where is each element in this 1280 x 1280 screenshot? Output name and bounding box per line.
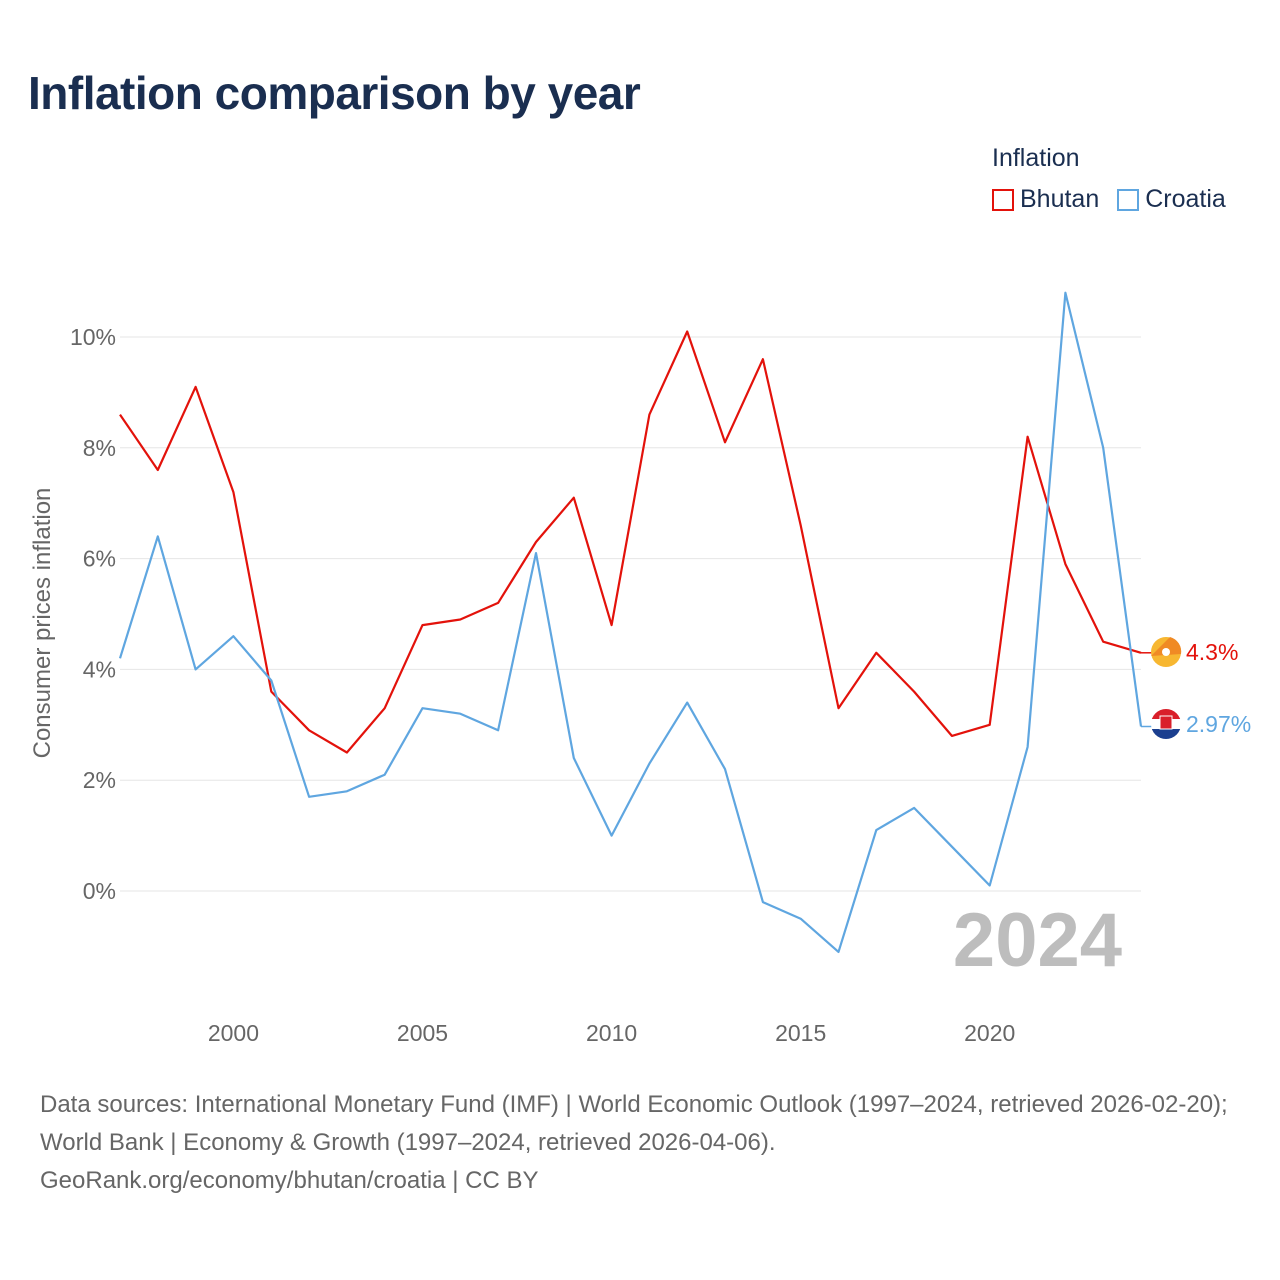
legend-item-croatia[interactable]: Croatia xyxy=(1117,185,1226,214)
chart-title: Inflation comparison by year xyxy=(28,67,641,119)
bhutan-flag-icon xyxy=(1151,637,1182,667)
x-tick-label: 2010 xyxy=(586,1020,637,1046)
croatia-flag-icon xyxy=(1151,709,1181,739)
x-tick-label: 2020 xyxy=(964,1020,1015,1046)
x-axis: 2000 2005 2010 2015 2020 xyxy=(208,1020,1015,1046)
series-line-croatia[interactable] xyxy=(118,291,1143,954)
legend-swatch-croatia xyxy=(1117,188,1140,211)
footer: Data sources: International Monetary Fun… xyxy=(40,1086,1250,1200)
legend-title: Inflation xyxy=(992,144,1080,172)
legend-label-croatia: Croatia xyxy=(1145,185,1226,213)
x-tick-label: 2015 xyxy=(775,1020,826,1046)
x-tick-label: 2000 xyxy=(208,1020,259,1046)
line-chart: 0% 2% 4% 6% 8% 10% 2000 2005 2010 2015 2020 Consu… xyxy=(29,291,1251,1046)
y-tick-label: 2% xyxy=(83,767,116,793)
end-labels: 4.3% 2.97% xyxy=(1141,637,1251,739)
y-tick-label: 6% xyxy=(83,546,116,572)
y-axis-label: Consumer prices inflation xyxy=(29,488,56,759)
year-watermark: 2024 xyxy=(953,898,1122,983)
y-tick-label: 0% xyxy=(83,878,116,904)
legend-label-bhutan: Bhutan xyxy=(1020,185,1100,213)
legend-swatch-bhutan xyxy=(992,188,1014,211)
source-link[interactable]: GeoRank.org/economy/bhutan/croatia | CC … xyxy=(40,1167,539,1194)
end-label-bhutan: 4.3% xyxy=(1186,639,1238,665)
x-tick-label: 2005 xyxy=(397,1020,448,1046)
y-tick-label: 4% xyxy=(83,656,116,682)
legend-item-bhutan[interactable]: Bhutan xyxy=(992,185,1099,214)
y-tick-label: 8% xyxy=(83,435,116,461)
y-tick-label: 10% xyxy=(70,324,116,350)
gridlines xyxy=(120,336,1141,892)
y-axis: 0% 2% 4% 6% 8% 10% xyxy=(70,324,116,904)
end-label-croatia: 2.97% xyxy=(1186,711,1251,737)
series-lines xyxy=(118,291,1143,954)
data-sources: Data sources: International Monetary Fun… xyxy=(40,1091,1228,1156)
legend: Inflation Bhutan Croatia xyxy=(992,144,1226,214)
series-line-bhutan[interactable] xyxy=(119,330,1142,754)
